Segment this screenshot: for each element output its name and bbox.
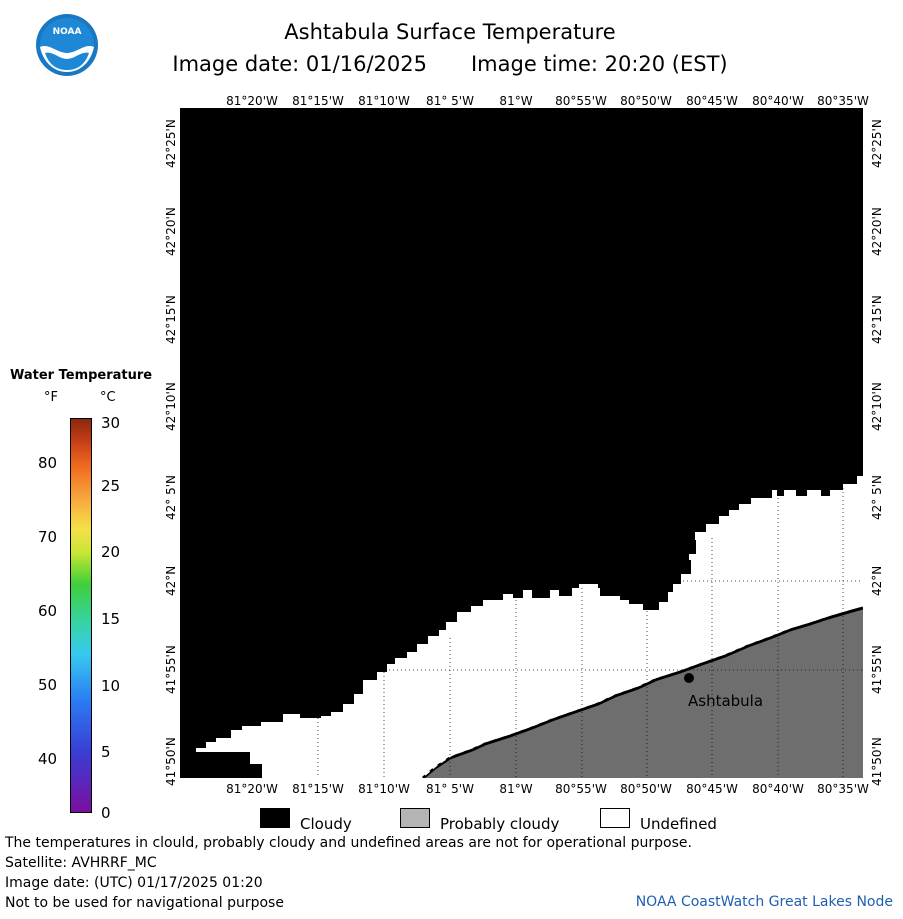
noaa-logo: NOAA [36,14,98,76]
map-title: Ashtabula Surface Temperature [284,20,616,44]
undefined-swatch [600,808,630,828]
lat-label: 42°20'N [870,207,884,256]
lat-label: 42°N [164,565,178,596]
lon-label: 80°35'W [817,94,869,108]
lon-label: 80°40'W [752,94,804,108]
lat-label: 42° 5'N [870,475,884,520]
lat-label: 41°55'N [164,645,178,694]
svg-text:NOAA: NOAA [53,27,82,37]
lon-label: 80°45'W [686,782,738,796]
f-tick: 80 [38,454,58,472]
lon-label: 80°50'W [620,782,672,796]
lon-label: 81°15'W [292,782,344,796]
c-tick: 5 [101,743,111,761]
lat-label: 42°25'N [164,119,178,168]
lon-label: 81°10'W [358,782,410,796]
lat-label: 42°10'N [164,382,178,431]
graticule [317,488,863,778]
credit-link[interactable]: NOAA CoastWatch Great Lakes Node [635,894,893,910]
undefined-label: Undefined [640,815,717,833]
cloud-area-lower [180,752,250,778]
image-date-time: Image date: 01/16/2025 Image time: 20:20 … [160,52,740,76]
f-tick: 40 [38,750,58,768]
lon-label: 81°20'W [226,94,278,108]
city-marker[interactable] [684,673,694,683]
lon-label: 80°50'W [620,94,672,108]
lat-label: 42°15'N [164,295,178,344]
temperature-color-bar [70,418,92,813]
shoreline [422,606,863,778]
lon-label: 81°15'W [292,94,344,108]
city-label: Ashtabula [688,692,763,710]
probably-cloudy-label: Probably cloudy [440,815,560,833]
lat-label: 42°15'N [870,295,884,344]
cloud-area-lower [250,764,262,778]
image-date: Image date: 01/16/2025 [172,52,427,76]
lat-label: 41°50'N [164,737,178,786]
f-tick: 70 [38,528,58,546]
c-tick: 10 [101,677,121,695]
lon-label: 80°40'W [752,782,804,796]
c-tick: 25 [101,477,121,495]
unit-celsius: °C [100,390,116,405]
temperature-map[interactable]: Ashtabula [180,108,863,778]
c-tick: 30 [101,414,121,432]
lon-label: 80°45'W [686,94,738,108]
lon-label: 81°20'W [226,782,278,796]
f-tick: 60 [38,602,58,620]
satellite-info: Satellite: AVHRRF_MC [5,855,157,871]
lat-label: 41°55'N [870,645,884,694]
cloudy-swatch [260,808,290,828]
lat-label: 41°50'N [870,737,884,786]
lon-label: 81°W [499,782,533,796]
lon-label: 81° 5'W [426,782,474,796]
lat-label: 42°20'N [164,207,178,256]
lat-label: 42°N [870,565,884,596]
image-time: Image time: 20:20 (EST) [470,52,728,76]
lat-label: 42°25'N [870,119,884,168]
cloudy-label: Cloudy [300,815,352,833]
c-tick: 0 [101,804,111,822]
lon-label: 81° 5'W [426,94,474,108]
probably-cloudy-swatch [400,808,430,828]
cloud-area [180,108,863,778]
utc-image-date: Image date: (UTC) 01/17/2025 01:20 [5,875,263,891]
f-tick: 50 [38,676,58,694]
unit-fahrenheit: °F [44,390,58,405]
lon-label: 80°35'W [817,782,869,796]
lon-label: 81°10'W [358,94,410,108]
land-area [423,608,863,778]
lon-label: 81°W [499,94,533,108]
lat-label: 42°10'N [870,382,884,431]
c-tick: 15 [101,610,121,628]
lon-label: 80°55'W [555,94,607,108]
lat-label: 42° 5'N [164,475,178,520]
lon-label: 80°55'W [555,782,607,796]
navigation-disclaimer: Not to be used for navigational purpose [5,895,284,911]
disclaimer-note: The temperatures in clould, probably clo… [5,835,692,851]
c-tick: 20 [101,543,121,561]
legend-title: Water Temperature [10,368,153,383]
